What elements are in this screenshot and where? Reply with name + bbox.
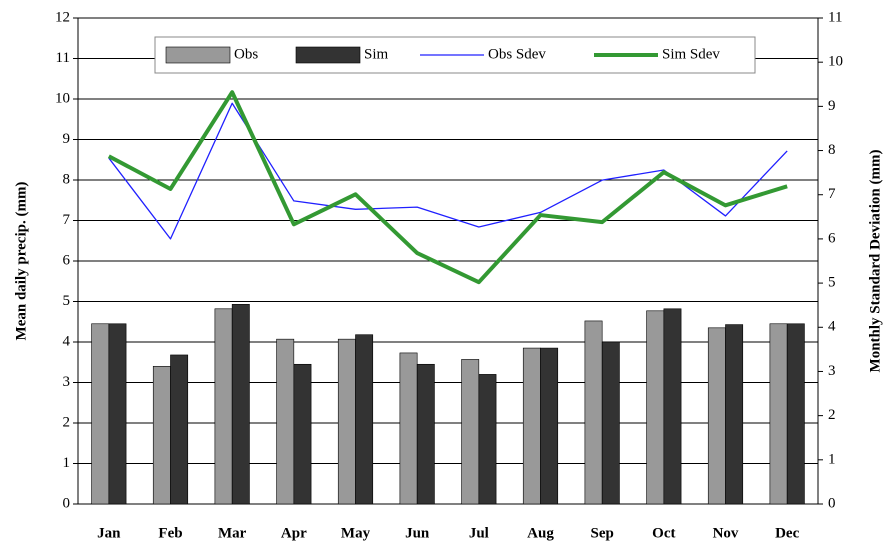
y-tick-label: 9 (63, 131, 71, 147)
bar (584, 320, 603, 505)
y-tick-label: 10 (55, 90, 70, 106)
bar (416, 363, 435, 505)
bar (231, 304, 250, 505)
x-tick-label: Jul (469, 525, 489, 541)
y-tick-label: 1 (63, 455, 71, 471)
y-tick-label: 7 (63, 212, 71, 228)
y2-tick-label: 1 (828, 451, 836, 467)
x-tick-label: Jan (97, 525, 121, 541)
x-tick-label: Apr (281, 525, 307, 541)
bar (786, 323, 805, 505)
bar (108, 323, 127, 505)
y2-tick-label: 3 (828, 363, 836, 379)
bar (276, 338, 295, 505)
bar (601, 341, 620, 505)
legend-label: Sim (364, 46, 389, 62)
y2-tick-label: 4 (828, 319, 836, 335)
y-tick-label: 5 (63, 293, 71, 309)
bar (725, 324, 744, 505)
bar (769, 323, 788, 505)
y2-tick-label: 6 (828, 230, 836, 246)
bar (355, 334, 374, 505)
bar (707, 327, 726, 505)
bar (461, 359, 480, 505)
legend-label: Sim Sdev (662, 46, 720, 62)
y-tick-label: 6 (63, 252, 71, 268)
x-tick-label: Jun (405, 525, 430, 541)
y2-tick-label: 10 (828, 54, 843, 70)
bar (522, 347, 541, 505)
bar (478, 374, 497, 505)
x-tick-label: Oct (652, 525, 675, 541)
bar (646, 310, 665, 505)
y2-tick-label: 11 (828, 9, 842, 25)
x-tick-label: Sep (590, 525, 613, 541)
y2-tick-label: 0 (828, 495, 836, 511)
y-tick-label: 2 (63, 414, 71, 430)
y2-tick-label: 9 (828, 98, 836, 114)
y-tick-label: 3 (63, 374, 71, 390)
x-tick-label: May (341, 525, 371, 541)
y-tick-label: 12 (55, 9, 70, 25)
bar (293, 363, 312, 505)
bar (214, 308, 233, 505)
legend-label: Obs Sdev (488, 46, 546, 62)
legend-label: Obs (234, 46, 258, 62)
y-tick-label: 11 (56, 50, 70, 66)
y2-tick-label: 8 (828, 142, 836, 158)
x-tick-label: Aug (527, 525, 554, 541)
y-tick-label: 4 (63, 333, 71, 349)
bar (540, 347, 559, 505)
y2-tick-label: 7 (828, 186, 836, 202)
bar (91, 323, 110, 505)
line-series (107, 90, 788, 285)
y2-tick-label: 2 (828, 407, 836, 423)
x-tick-label: Feb (158, 525, 182, 541)
legend-swatch (295, 46, 361, 64)
x-tick-label: Nov (713, 525, 739, 541)
y2-axis-label: Monthly Standard Deviation (mm) (867, 150, 883, 373)
legend-swatch (165, 46, 231, 64)
bar (399, 352, 418, 505)
bar (663, 308, 682, 505)
y-tick-label: 0 (63, 495, 71, 511)
x-tick-label: Dec (775, 525, 799, 541)
y-tick-label: 8 (63, 171, 71, 187)
plot-frame (77, 17, 819, 505)
x-tick-label: Mar (218, 525, 247, 541)
bar (152, 365, 171, 505)
bar (337, 338, 356, 505)
y-axis-label: Mean daily precip. (mm) (13, 182, 29, 341)
y2-tick-label: 5 (828, 275, 836, 291)
bar (170, 354, 189, 505)
